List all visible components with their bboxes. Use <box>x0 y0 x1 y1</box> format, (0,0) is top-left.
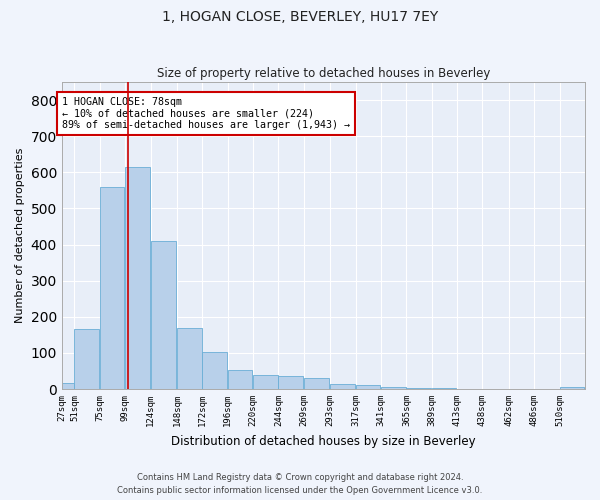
Bar <box>151 241 176 389</box>
Bar <box>278 376 303 389</box>
Bar <box>100 187 124 389</box>
Bar <box>432 388 457 389</box>
Text: Contains HM Land Registry data © Crown copyright and database right 2024.
Contai: Contains HM Land Registry data © Crown c… <box>118 474 482 495</box>
Bar <box>406 388 431 389</box>
Bar <box>228 370 253 389</box>
Bar <box>304 378 329 389</box>
Bar <box>74 330 99 389</box>
Bar <box>202 352 227 389</box>
Title: Size of property relative to detached houses in Beverley: Size of property relative to detached ho… <box>157 66 490 80</box>
Bar <box>125 167 150 389</box>
Text: 1 HOGAN CLOSE: 78sqm
← 10% of detached houses are smaller (224)
89% of semi-deta: 1 HOGAN CLOSE: 78sqm ← 10% of detached h… <box>62 96 350 130</box>
Bar <box>560 386 584 389</box>
Bar <box>253 374 278 389</box>
X-axis label: Distribution of detached houses by size in Beverley: Distribution of detached houses by size … <box>171 434 476 448</box>
Bar <box>356 386 380 389</box>
Bar <box>177 328 202 389</box>
Text: 1, HOGAN CLOSE, BEVERLEY, HU17 7EY: 1, HOGAN CLOSE, BEVERLEY, HU17 7EY <box>162 10 438 24</box>
Bar <box>330 384 355 389</box>
Bar <box>62 383 74 389</box>
Y-axis label: Number of detached properties: Number of detached properties <box>15 148 25 323</box>
Bar <box>381 387 406 389</box>
